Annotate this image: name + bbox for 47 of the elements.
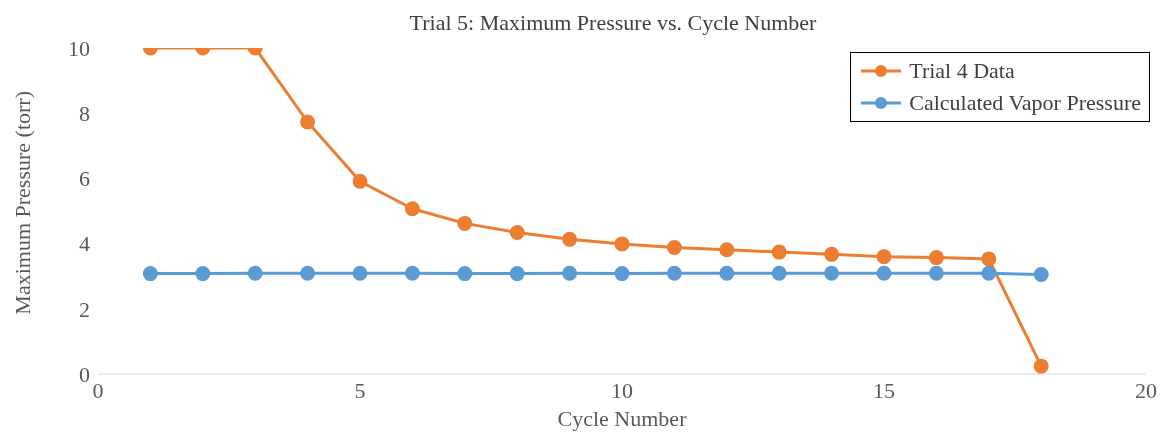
point bbox=[928, 250, 944, 266]
point bbox=[352, 173, 368, 189]
y-tick-label: 2 bbox=[79, 296, 90, 322]
point bbox=[195, 266, 211, 282]
point bbox=[771, 244, 787, 260]
point bbox=[614, 266, 630, 282]
x-tick-label: 5 bbox=[354, 377, 366, 403]
point bbox=[457, 266, 473, 282]
x-tick-label: 10 bbox=[611, 377, 633, 403]
point bbox=[1033, 267, 1049, 283]
point bbox=[666, 265, 682, 281]
point bbox=[404, 201, 420, 217]
point bbox=[1033, 358, 1049, 374]
y-axis-title: Maximum Pressure (torr) bbox=[10, 91, 36, 315]
point bbox=[719, 242, 735, 258]
point bbox=[876, 249, 892, 265]
point bbox=[719, 265, 735, 281]
point bbox=[771, 265, 787, 281]
point bbox=[928, 265, 944, 281]
point bbox=[352, 265, 368, 281]
legend-label: Trial 4 Data bbox=[908, 57, 1016, 85]
point bbox=[509, 266, 525, 282]
y-tick-label: 0 bbox=[79, 361, 90, 387]
point bbox=[300, 265, 316, 281]
x-tick-label: 20 bbox=[1135, 377, 1157, 403]
point bbox=[457, 215, 473, 231]
y-tick-label: 6 bbox=[79, 166, 90, 192]
point bbox=[614, 236, 630, 252]
y-tick-label: 10 bbox=[68, 35, 90, 61]
point bbox=[824, 246, 840, 262]
point bbox=[142, 266, 158, 282]
point bbox=[509, 225, 525, 241]
point bbox=[562, 265, 578, 281]
legend-label: Calculated Vapor Pressure bbox=[908, 89, 1141, 117]
point bbox=[981, 251, 997, 267]
point bbox=[824, 265, 840, 281]
point bbox=[666, 240, 682, 256]
point bbox=[404, 265, 420, 281]
chart-title: Trial 5: Maximum Pressure vs. Cycle Number bbox=[409, 10, 817, 35]
point bbox=[981, 265, 997, 281]
x-axis-title: Cycle Number bbox=[557, 405, 688, 431]
point bbox=[876, 265, 892, 281]
point bbox=[247, 265, 263, 281]
y-tick-label: 4 bbox=[79, 231, 90, 257]
y-tick-label: 8 bbox=[79, 101, 90, 127]
x-tick-label: 15 bbox=[873, 377, 895, 403]
point bbox=[562, 231, 578, 247]
